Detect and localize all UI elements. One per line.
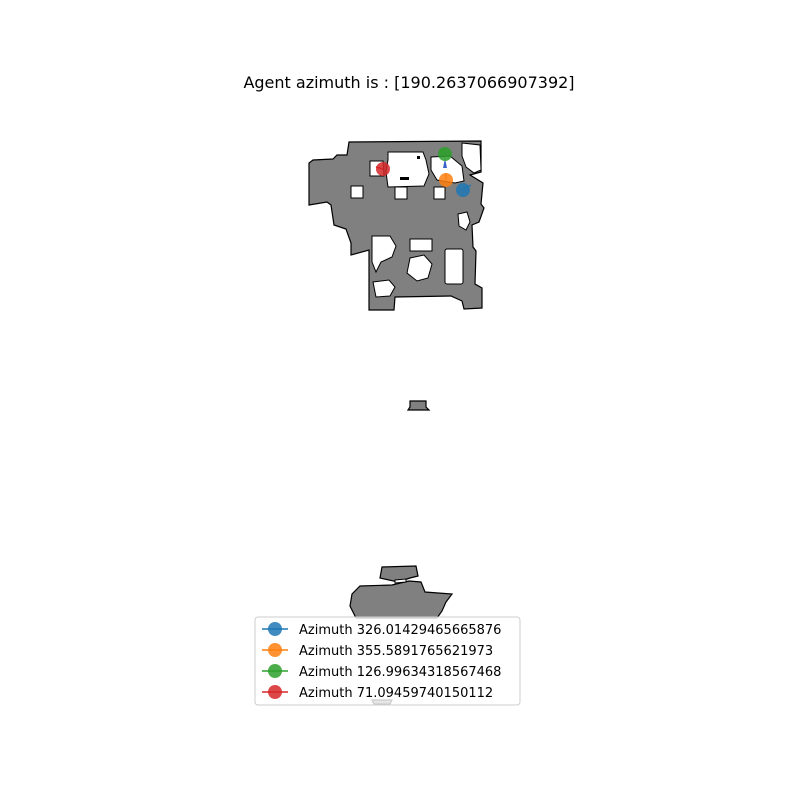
azimuth-marker-1: [456, 183, 472, 197]
azimuth-marker-3: [438, 147, 452, 161]
legend: Azimuth 326.01429465665876 Azimuth 355.5…: [254, 616, 521, 706]
middle-floor-fragment: [406, 400, 431, 411]
legend-frame: [254, 616, 521, 706]
legend-entry-1: Azimuth 326.01429465665876: [262, 622, 501, 638]
upper-floor-map: [308, 140, 485, 311]
legend-label-4: Azimuth 71.09459740150112: [299, 686, 493, 701]
legend-label-2: Azimuth 355.5891765621973: [299, 644, 493, 659]
legend-entry-3: Azimuth 126.99634318567468: [262, 664, 501, 680]
legend-entry-4: Azimuth 71.09459740150112: [262, 685, 493, 701]
agent-marker: [443, 158, 447, 168]
azimuth-marker-4: [375, 162, 390, 176]
legend-label-1: Azimuth 326.01429465665876: [299, 623, 501, 638]
figure-title: Agent azimuth is : [190.2637066907392]: [243, 73, 574, 92]
legend-label-3: Azimuth 126.99634318567468: [299, 665, 501, 680]
legend-entry-2: Azimuth 355.5891765621973: [262, 643, 493, 659]
azimuth-marker-2: [439, 173, 453, 187]
azimuth-markers: [375, 147, 472, 197]
